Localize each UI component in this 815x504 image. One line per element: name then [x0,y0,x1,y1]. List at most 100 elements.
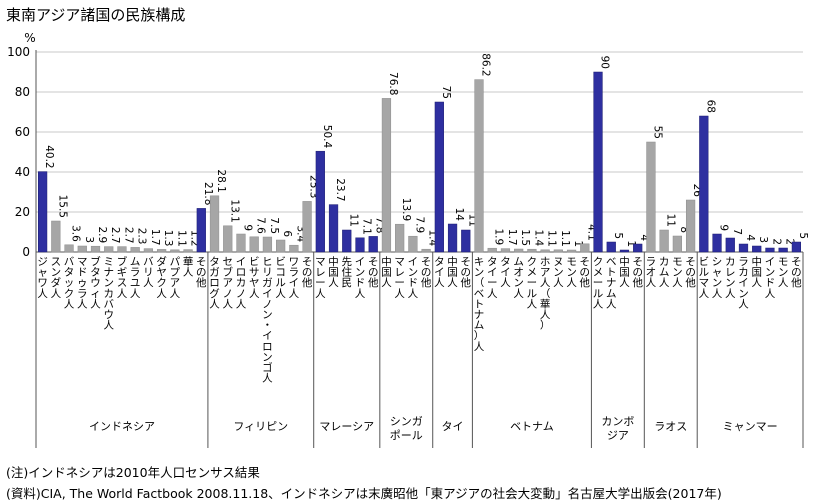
bar [606,241,616,253]
bar [395,223,405,253]
bar [117,246,127,253]
data-label: 13.9 [400,198,412,221]
category-label: 華人 [183,256,194,279]
bar [566,249,577,253]
data-label: 7.5 [268,217,280,234]
category-label: タイー人 [487,256,498,300]
data-label: 3.6 [70,225,82,242]
category-label: ヌン人 [553,256,564,289]
bar [540,249,550,253]
category-label: カム人 [659,256,670,289]
group-label: マレーシア [319,420,374,433]
bar [778,247,788,253]
category-label: ダヤク人 [156,255,167,300]
bar [249,236,259,253]
bar [527,248,537,253]
category-label: 中国人 [619,255,630,289]
data-label: 2.3 [136,228,148,245]
category-label: ビルマ人 [699,256,710,300]
data-label: 1.7 [149,229,161,246]
data-label: 5 [612,232,624,239]
category-label: バタック人 [64,256,75,310]
group-label: カンボジア [601,415,634,442]
data-label: 28.1 [215,169,227,192]
category-label: マレー人 [394,256,405,300]
bar [236,233,246,253]
category-label: インド人 [355,256,366,300]
bar [157,249,167,253]
data-label: 1.1 [546,230,558,247]
category-label: その他 [580,256,591,289]
category-label: ヒリガイノン・イロンゴ人 [262,256,273,385]
group-label: ミャンマー [723,420,778,433]
bar [447,223,458,253]
category-label: シャン人 [712,256,723,300]
bar [619,249,630,253]
category-label: インド人 [765,256,776,300]
bar [553,249,563,253]
data-label: 9 [241,224,253,231]
group-label: ラオス [654,420,687,433]
category-label: ベトナム人 [606,256,617,310]
data-label: 3 [757,236,769,243]
data-label: 15.5 [56,195,68,218]
category-label: スンダ人 [51,256,62,300]
bar [143,248,154,253]
data-label: 1.9 [493,228,505,245]
bar [315,150,325,253]
data-label: 76.8 [387,72,399,95]
category-label: マドゥラ人 [77,256,88,310]
y-tick-label: 80 [15,85,30,99]
category-label: インド人 [408,256,419,300]
bar [77,245,87,253]
bar [183,249,193,253]
bar [500,248,511,253]
data-label: 13.1 [228,199,240,222]
bar [223,225,233,253]
category-label: その他 [791,256,802,289]
bar [64,244,74,253]
bar [342,229,352,253]
category-label: クメール人 [593,256,604,310]
category-label: 先住民 [342,256,353,289]
data-label: 2.7 [109,227,121,244]
data-label: 1.1 [559,230,571,247]
bar [725,237,735,253]
bar [672,235,682,253]
data-label: 40.2 [43,145,55,168]
bar [130,247,140,253]
data-label: 23.7 [334,178,346,201]
category-label: タイ人 [434,256,445,289]
bar [580,243,590,253]
category-label: ミナンカバウ人 [103,256,114,332]
category-label: バリ人 [143,256,154,289]
data-label: 1.5 [519,229,531,246]
category-label: ブギス人 [117,255,128,300]
category-label: クメール人 [527,256,538,310]
bar [514,248,524,253]
data-label: 5 [797,232,809,239]
source-note: (資料)CIA, The World Factbook 2008.11.18、イ… [6,486,722,501]
data-label: 1.4 [532,229,544,246]
data-label: 8 [678,226,690,233]
data-label: 3 [83,236,95,243]
bar [685,199,696,253]
bar [434,101,444,253]
bar-chart: 0 20 40 60 80 100% 40.2 ジャワ人 15.5 スンダ人 3.6 バタック人 3 マド… [7,31,809,448]
bar [646,141,656,253]
data-label: 4 [638,234,650,241]
category-label: その他 [421,256,432,289]
bar [461,229,471,253]
category-label: 中国人 [381,255,392,289]
category-label: その他 [302,256,313,289]
data-label: 6 [281,230,293,237]
bar [37,171,48,253]
category-label: ブタウィ人 [90,255,101,310]
bar [276,239,286,253]
group-label: シンガポール [390,415,423,442]
y-axis-label: % [24,31,35,45]
category-label: イロカノ人 [236,256,247,310]
bar [262,236,273,253]
bar [381,98,392,253]
y-tick-label: 20 [15,205,30,219]
